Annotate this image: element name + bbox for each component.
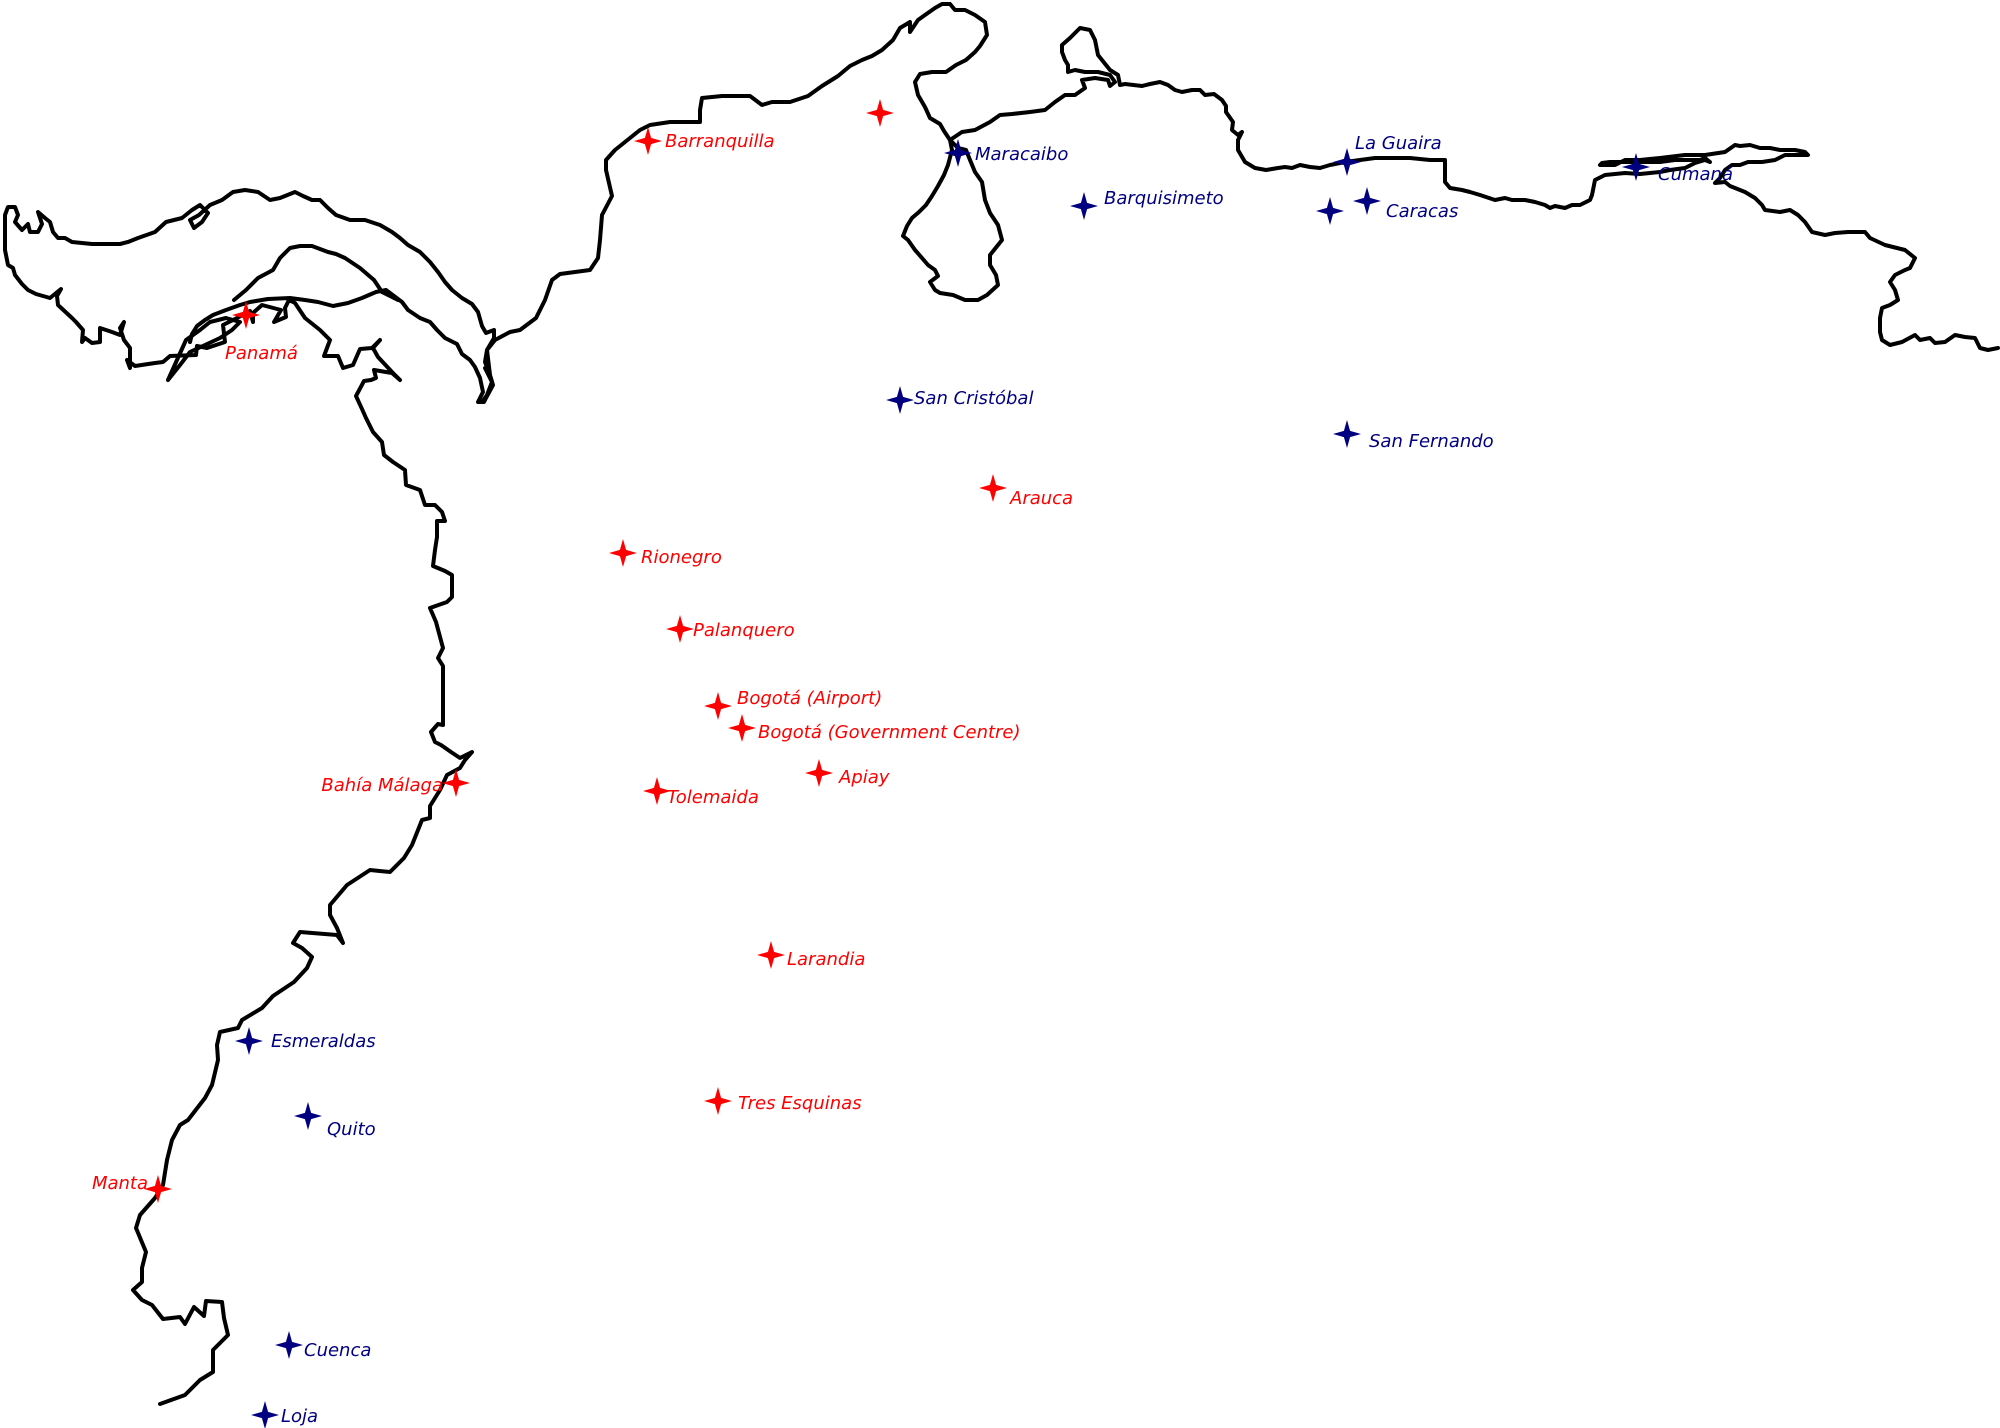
coastline-pacific-panama (3, 188, 496, 1406)
marker-barranquilla-star-icon (634, 127, 662, 155)
coastline-caribbean-venezuela (948, 26, 2000, 352)
marker-label-arauca: Arauca (1009, 488, 1073, 509)
marker-cuenca-star-icon (275, 1331, 303, 1359)
marker-label-esmeraldas: Esmeraldas (271, 1031, 376, 1052)
marker-san-fernando-star-icon (1333, 420, 1361, 448)
marker-label-la-guaira: La Guaira (1355, 133, 1442, 154)
marker-la-guaira-star-icon (1333, 148, 1361, 176)
marker-tolemaida-star-icon (643, 777, 671, 805)
marker-san-cristobal-star-icon (886, 386, 914, 414)
marker-label-loja: Loja (281, 1406, 318, 1427)
marker-arauca-star-icon (979, 474, 1007, 502)
marker-label-maracaibo: Maracaibo (975, 144, 1068, 165)
marker-bogota-government-star-icon (728, 714, 756, 742)
marker-label-manta: Manta (92, 1173, 148, 1194)
marker-manta-star-icon (144, 1175, 172, 1203)
marker-label-barranquilla: Barranquilla (665, 131, 775, 152)
marker-tres-esquinas-star-icon (704, 1087, 732, 1115)
marker-label-quito: Quito (327, 1119, 376, 1140)
marker-label-san-cristobal: San Cristóbal (914, 388, 1033, 409)
marker-maracaibo-star-icon (944, 139, 972, 167)
marker-label-rionegro: Rionegro (641, 547, 722, 568)
coastline-panama-isthmus (166, 244, 400, 382)
marker-barquisimeto-star-icon (1070, 192, 1098, 220)
marker-esmeraldas-star-icon (235, 1027, 263, 1055)
marker-unlabeled-north-star-icon (866, 99, 894, 127)
marker-unlabeled-caracas-star-icon (1316, 197, 1344, 225)
marker-bogota-airport-star-icon (704, 692, 732, 720)
marker-caracas-star-icon (1353, 187, 1381, 215)
marker-label-bahia-malaga: Bahía Málaga (321, 775, 443, 796)
marker-label-palanquero: Palanquero (693, 620, 795, 641)
coastline-caribbean-colombia (480, 2, 1004, 404)
marker-bahia-malaga-star-icon (442, 769, 470, 797)
marker-label-tolemaida: Tolemaida (667, 787, 759, 808)
marker-label-tres-esquinas: Tres Esquinas (738, 1093, 862, 1114)
marker-apiay-star-icon (805, 759, 833, 787)
marker-label-panama: Panamá (225, 343, 298, 364)
marker-label-caracas: Caracas (1386, 201, 1458, 222)
marker-loja-star-icon (251, 1401, 279, 1428)
marker-label-san-fernando: San Fernando (1369, 431, 1494, 452)
marker-label-cuenca: Cuenca (304, 1340, 371, 1361)
marker-label-apiay: Apiay (838, 767, 890, 788)
marker-cumana-star-icon (1622, 153, 1650, 181)
marker-panama-star-icon (232, 301, 260, 329)
marker-quito-star-icon (294, 1102, 322, 1130)
marker-label-cumana: Cumaná (1658, 164, 1733, 185)
marker-label-larandia: Larandia (787, 949, 865, 970)
marker-label-bogota-government: Bogotá (Government Centre) (758, 722, 1021, 743)
marker-rionegro-star-icon (609, 539, 637, 567)
marker-label-barquisimeto: Barquisimeto (1104, 188, 1224, 209)
marker-larandia-star-icon (757, 941, 785, 969)
marker-palanquero-star-icon (666, 615, 694, 643)
marker-label-bogota-airport: Bogotá (Airport) (737, 688, 882, 709)
